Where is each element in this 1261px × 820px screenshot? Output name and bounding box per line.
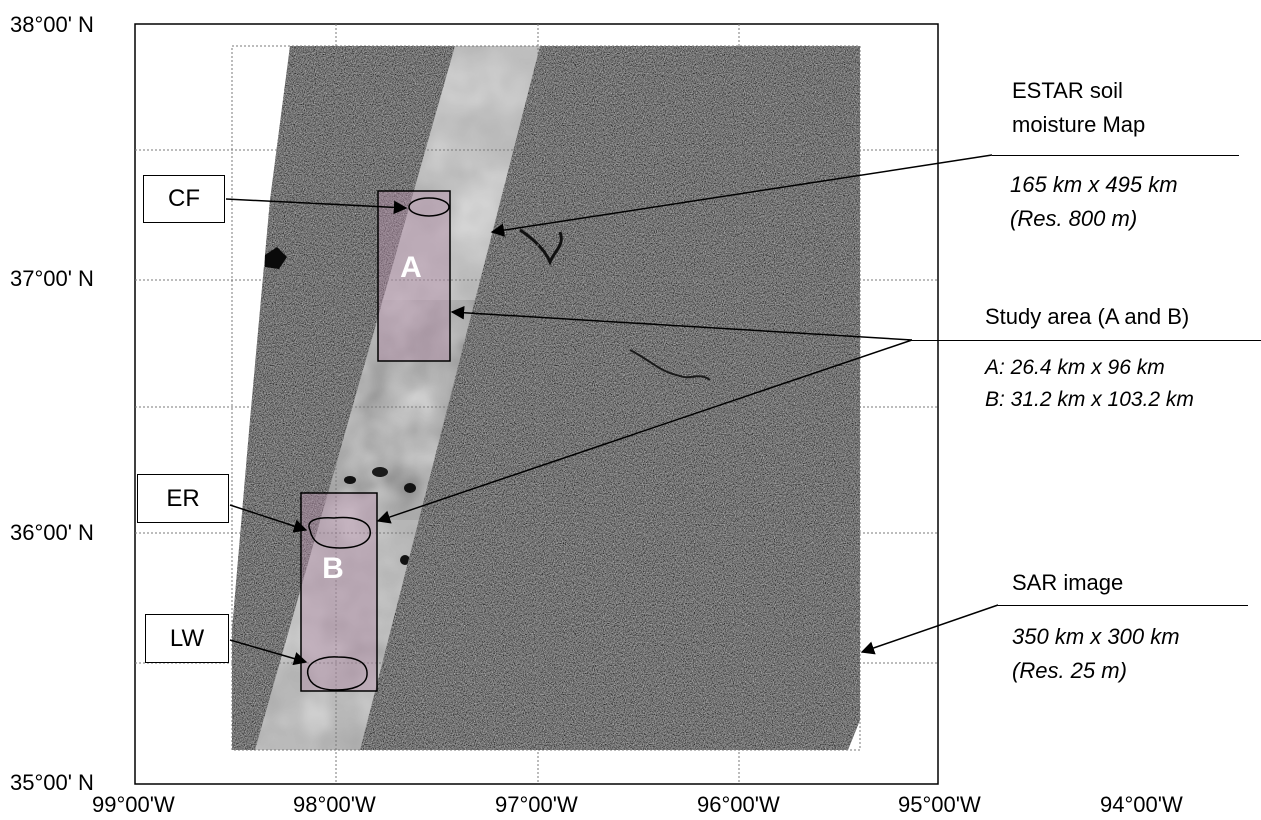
estar-res: (Res. 800 m): [1010, 206, 1138, 231]
estar-title-line2: moisture Map: [1012, 112, 1146, 137]
lw-label-box: LW: [145, 614, 229, 663]
lw-arrow: [229, 639, 308, 666]
lon-label-98: 98°00'W: [293, 792, 376, 817]
sar-size: 350 km x 300 km: [1012, 624, 1180, 649]
estar-title-line1: ESTAR soil: [1012, 78, 1123, 103]
lon-label-95: 95°00'W: [898, 792, 981, 817]
sar-rule: [998, 605, 1248, 606]
study-title: Study area (A and B): [985, 304, 1190, 329]
study-area-a: [377, 190, 451, 362]
lat-label-38: 38°00' N: [10, 12, 94, 37]
cf-label-box: CF: [143, 175, 225, 223]
study-area-b: [300, 492, 378, 692]
cf-watershed-outline: [408, 197, 450, 217]
estar-rule: [992, 155, 1239, 156]
sar-title: SAR image: [1012, 570, 1124, 595]
study-b-dims: B: 31.2 km x 103.2 km: [985, 388, 1194, 411]
estar-size: 165 km x 495 km: [1010, 172, 1178, 197]
study-a-arrow: [450, 306, 913, 341]
er-watershed-outline: [308, 516, 371, 549]
lon-label-99: 99°00'W: [92, 792, 175, 817]
er-arrow: [229, 504, 308, 533]
study-area-b-letter: B: [322, 552, 344, 585]
lat-label-36: 36°00' N: [10, 520, 94, 545]
estar-arrow: [490, 154, 993, 237]
study-b-arrow: [376, 339, 913, 524]
annotation-arrows: [225, 154, 999, 666]
er-label-box: ER: [137, 474, 229, 523]
study-area-a-letter: A: [400, 251, 422, 284]
study-rule: [912, 340, 1261, 341]
lon-label-97: 97°00'W: [495, 792, 578, 817]
lon-label-94: 94°00'W: [1100, 792, 1183, 817]
sar-arrow: [860, 604, 999, 655]
lon-label-96: 96°00'W: [697, 792, 780, 817]
lw-watershed-outline: [307, 656, 368, 691]
cf-arrow: [225, 198, 408, 215]
lat-label-35: 35°00' N: [10, 770, 94, 795]
lat-label-37: 37°00' N: [10, 266, 94, 291]
sar-res: (Res. 25 m): [1012, 658, 1127, 683]
study-a-dims: A: 26.4 km x 96 km: [985, 356, 1165, 379]
